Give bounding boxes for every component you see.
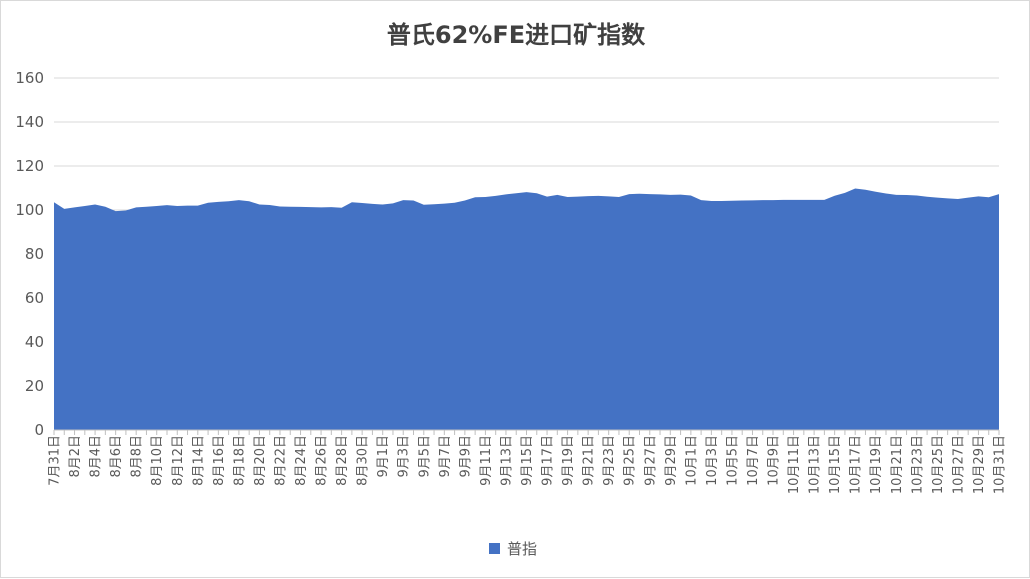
x-tick-label: 8月18日 (232, 435, 247, 486)
chart-title: 普氏62%FE进口矿指数 (387, 21, 646, 49)
x-tick-label: 7月31日 (48, 435, 63, 486)
x-tick-label: 9月23日 (602, 435, 617, 486)
x-tick-label: 10月3日 (705, 435, 720, 486)
x-tick-label: 8月6日 (109, 435, 124, 478)
y-tick-label: 120 (15, 157, 44, 175)
x-tick-label: 8月24日 (294, 435, 309, 486)
y-tick-label: 80 (25, 245, 44, 263)
x-tick-label: 10月11日 (787, 435, 802, 494)
x-tick-label: 8月30日 (356, 435, 371, 486)
x-tick-label: 9月19日 (561, 435, 576, 486)
x-tick-label: 9月1日 (376, 435, 391, 478)
y-tick-label: 60 (25, 289, 44, 307)
x-tick-label: 10月25日 (931, 435, 946, 494)
x-tick-labels: 7月31日 8月2日 8月4日 8月6日 8月8日 8月10日 8月12日 8月14日 8月16… (48, 435, 1008, 494)
x-tick-label: 8月16日 (212, 435, 227, 486)
legend-swatch (489, 543, 500, 554)
x-tick-label: 10月21日 (890, 435, 905, 494)
legend-label: 普指 (507, 540, 537, 558)
x-tick-label: 9月29日 (664, 435, 679, 486)
x-tick-label: 10月29日 (972, 435, 987, 494)
area-fill (54, 188, 999, 430)
x-tick-label: 8月22日 (273, 435, 288, 486)
x-tick-label: 9月13日 (499, 435, 514, 486)
x-tick-label: 8月14日 (191, 435, 206, 486)
x-tick-label: 9月11日 (479, 435, 494, 486)
y-tick-label: 20 (25, 377, 44, 395)
x-tick-label: 9月9日 (458, 435, 473, 478)
x-tick-label: 10月31日 (993, 435, 1008, 494)
x-tick-label: 9月3日 (397, 435, 412, 478)
y-tick-label: 0 (34, 421, 44, 439)
x-tick-label: 9月15日 (520, 435, 535, 486)
x-tick-label: 9月5日 (417, 435, 432, 478)
x-tick-label: 10月23日 (910, 435, 925, 494)
axes (53, 429, 1000, 435)
y-tick-label: 140 (15, 113, 44, 131)
x-tick-label: 10月27日 (951, 435, 966, 494)
x-tick-label: 10月9日 (767, 435, 782, 486)
x-tick-label: 9月21日 (582, 435, 597, 486)
x-tick-label: 9月7日 (438, 435, 453, 478)
x-tick-label: 10月17日 (849, 435, 864, 494)
x-tick-label: 10月1日 (684, 435, 699, 486)
legend: 普指 (489, 540, 537, 558)
area-series (54, 188, 999, 430)
x-tick-label: 8月20日 (253, 435, 268, 486)
x-tick-label: 10月15日 (828, 435, 843, 494)
x-tick-label: 8月28日 (335, 435, 350, 486)
x-tick-label: 8月12日 (171, 435, 186, 486)
x-tick-label: 8月2日 (68, 435, 83, 478)
y-tick-label: 100 (15, 201, 44, 219)
x-tick-label: 9月27日 (643, 435, 658, 486)
x-tick-label: 10月5日 (725, 435, 740, 486)
x-tick-label: 10月13日 (808, 435, 823, 494)
x-tick-label: 8月4日 (89, 435, 104, 478)
x-tick-label: 9月25日 (623, 435, 638, 486)
y-tick-label: 40 (25, 333, 44, 351)
y-tick-label: 160 (15, 69, 44, 87)
x-tick-label: 10月19日 (869, 435, 884, 494)
x-tick-label: 10月7日 (746, 435, 761, 486)
x-tick-label: 8月8日 (130, 435, 145, 478)
x-tick-label: 8月26日 (315, 435, 330, 486)
x-tick-label: 8月10日 (150, 435, 165, 486)
y-tick-labels: 0 20 40 60 80 100 120 140 160 (15, 69, 44, 439)
x-tick-label: 9月17日 (541, 435, 556, 486)
